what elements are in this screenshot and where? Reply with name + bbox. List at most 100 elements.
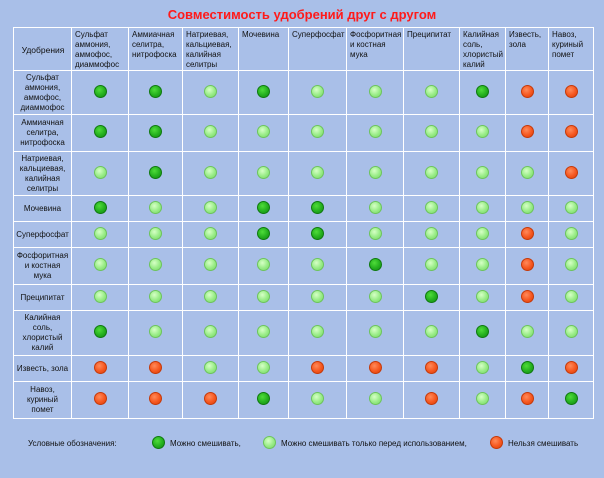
mix-before-use-icon [564,200,578,214]
compatibility-cell [548,114,594,152]
mix-before-use-icon [476,258,489,271]
column-header: Фосфоритная и костная мука [346,27,404,71]
compatibility-cell [182,310,239,356]
compatibility-cell [128,284,183,311]
compatibility-cell [346,381,404,419]
mixable-icon [93,125,107,138]
compatibility-cell [182,381,239,419]
mix-before-use-icon [368,392,382,405]
mix-before-use-icon [311,125,324,138]
mix-before-use-icon [257,125,270,138]
table-row: Суперфосфат [13,221,594,248]
legend: Условные обозначения: Можно смешивать, М… [0,436,604,456]
mix-before-use-icon [368,125,382,138]
compatibility-cell [128,247,183,285]
row-header: Натриевая, кальциевая, калийная селитры [13,151,72,196]
mix-before-use-icon [257,165,270,179]
mixable-icon [149,84,162,98]
column-header: Калийная соль, хлористый калий [459,27,506,71]
table-row: Фосфоритная и костная мука [13,247,594,285]
compatibility-cell [128,70,183,115]
compatibility-cell [71,284,129,311]
compatibility-cell [459,151,506,196]
row-header: Преципитат [13,284,72,311]
row-header: Суперфосфат [13,221,72,248]
compatibility-cell [182,151,239,196]
mixable-icon [257,392,270,405]
mixable-icon [311,200,324,214]
compatibility-cell [346,151,404,196]
compatibility-cell [238,195,289,222]
compatibility-table: Удобрения Сульфат аммония, аммофос, диам… [13,27,594,419]
compatibility-cell [128,381,183,419]
not-mixable-icon [311,360,324,374]
corner-header: Удобрения [13,27,72,71]
compatibility-cell [548,355,594,382]
mixable-icon [93,200,107,214]
legend-mix-before-use-icon [263,436,276,449]
mixable-icon [476,84,489,98]
table-row: Навоз, куриный помет [13,381,594,419]
compatibility-cell [128,310,183,356]
compatibility-cell [288,195,347,222]
mixable-icon [257,200,270,214]
compatibility-cell [71,247,129,285]
compatibility-cell [403,221,460,248]
row-header: Аммиачная селитра, нитрофоска [13,114,72,152]
compatibility-cell [238,381,289,419]
not-mixable-icon [93,360,107,374]
mixable-icon [149,125,162,138]
compatibility-cell [459,381,506,419]
compatibility-cell [346,70,404,115]
mixable-icon [311,226,324,240]
table-row: Сульфат аммония, аммофос, диаммофос [13,70,594,115]
compatibility-cell [288,284,347,311]
compatibility-cell [128,151,183,196]
compatibility-cell [459,221,506,248]
mix-before-use-icon [425,200,438,214]
mix-before-use-icon [257,289,270,303]
table-row: Натриевая, кальциевая, калийная селитры [13,151,594,196]
compatibility-cell [346,355,404,382]
mix-before-use-icon [149,200,162,214]
compatibility-cell [71,114,129,152]
mix-before-use-icon [368,165,382,179]
compatibility-cell [182,70,239,115]
mix-before-use-icon [149,325,162,338]
compatibility-cell [288,355,347,382]
mix-before-use-icon [476,165,489,179]
mix-before-use-icon [311,325,324,338]
compatibility-cell [459,247,506,285]
compatibility-cell [505,247,549,285]
mix-before-use-icon [204,226,217,240]
not-mixable-icon [520,84,534,98]
compatibility-cell [459,310,506,356]
mix-before-use-icon [311,258,324,271]
mixable-icon [520,360,534,374]
not-mixable-icon [149,392,162,405]
compatibility-cell [505,381,549,419]
mix-before-use-icon [149,289,162,303]
mix-before-use-icon [476,125,489,138]
table-row: Мочевина [13,195,594,222]
compatibility-cell [182,195,239,222]
compatibility-cell [238,247,289,285]
compatibility-cell [548,284,594,311]
not-mixable-icon [520,258,534,271]
mix-before-use-icon [476,392,489,405]
compatibility-cell [403,247,460,285]
mix-before-use-icon [368,84,382,98]
compatibility-cell [128,355,183,382]
mix-before-use-icon [476,200,489,214]
mixable-icon [93,84,107,98]
not-mixable-icon [564,125,578,138]
compatibility-cell [182,114,239,152]
column-header: Мочевина [238,27,289,71]
compatibility-cell [459,284,506,311]
compatibility-cell [71,195,129,222]
mix-before-use-icon [311,165,324,179]
not-mixable-icon [368,360,382,374]
mix-before-use-icon [93,226,107,240]
mix-before-use-icon [257,325,270,338]
compatibility-cell [459,355,506,382]
